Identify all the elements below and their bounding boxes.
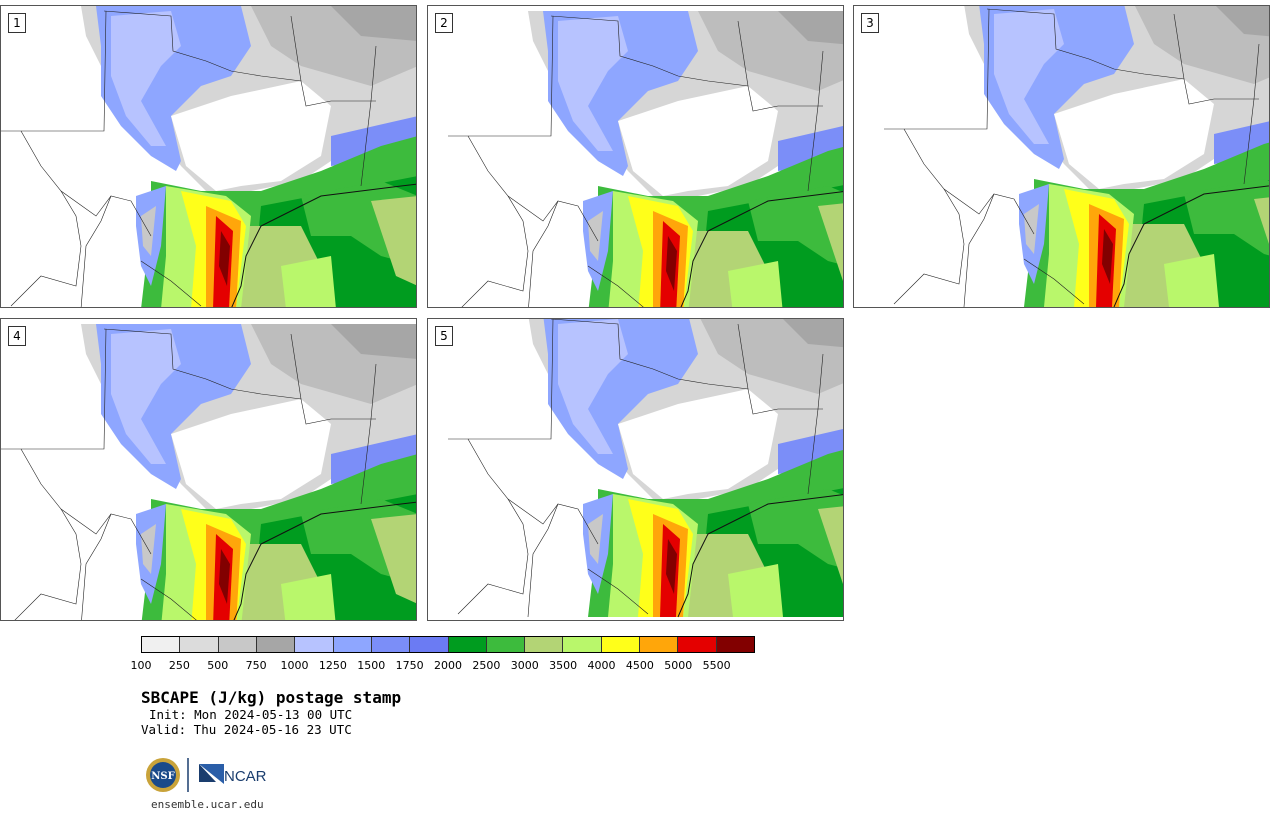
colorbar-tick-label: 3000 [510, 659, 539, 672]
colorbar-swatch [486, 637, 526, 652]
website-url[interactable]: ensemble.ucar.edu [151, 798, 264, 811]
map-panel-2[interactable]: 2 [427, 5, 844, 308]
colorbar-swatch [716, 637, 754, 652]
panel-number: 4 [8, 326, 26, 346]
map-panel-3[interactable]: 3 [853, 5, 1270, 308]
colorbar-swatch [410, 637, 449, 652]
colorbar-tick-label: 5500 [702, 659, 731, 672]
colorbar-swatch [218, 637, 257, 652]
map-panel-4[interactable]: 4 [0, 318, 417, 621]
colorbar [141, 636, 755, 653]
colorbar-tick-label: 750 [245, 659, 267, 672]
logos: NSF NCAR [146, 758, 267, 792]
colorbar-tick-label: 5000 [664, 659, 693, 672]
colorbar-tick-label: 250 [168, 659, 190, 672]
panel-number: 1 [8, 13, 26, 33]
panel-number: 5 [435, 326, 453, 346]
colorbar-swatch [295, 637, 334, 652]
colorbar-swatch [142, 637, 181, 652]
colorbar-tick-label: 1500 [357, 659, 386, 672]
colorbar-tick-label: 2000 [434, 659, 462, 672]
plot-title: SBCAPE (J/kg) postage stamp [141, 688, 402, 707]
colorbar-tick-label: 1250 [318, 659, 347, 672]
colorbar-swatch [640, 637, 679, 652]
map-panel-1[interactable]: 1 [0, 5, 417, 308]
panel-number: 2 [435, 13, 453, 33]
colorbar-swatch [256, 637, 296, 652]
colorbar-swatch [333, 637, 372, 652]
colorbar-tick-label: 2500 [472, 659, 501, 672]
panel-number: 3 [861, 13, 879, 33]
colorbar-swatch [525, 637, 564, 652]
colorbar-swatch [601, 637, 641, 652]
colorbar-tick-label: 4500 [625, 659, 654, 672]
svg-text:NCAR: NCAR [224, 768, 267, 785]
svg-text:NSF: NSF [151, 771, 174, 782]
colorbar-tick-label: 1000 [280, 659, 309, 672]
ncar-logo-icon: NCAR [199, 764, 267, 785]
colorbar-swatch [563, 637, 602, 652]
colorbar-tick-label: 4000 [587, 659, 616, 672]
colorbar-tick-label: 3500 [549, 659, 578, 672]
colorbar-swatch [180, 637, 219, 652]
init-time: Init: Mon 2024-05-13 00 UTC [149, 707, 353, 722]
valid-time: Valid: Thu 2024-05-16 23 UTC [141, 722, 352, 737]
colorbar-swatch [448, 637, 487, 652]
colorbar-tick-label: 500 [207, 659, 229, 672]
colorbar-swatch [678, 637, 717, 652]
colorbar-swatch [371, 637, 411, 652]
nsf-logo-icon: NSF [146, 758, 180, 792]
colorbar-tick-label: 1750 [395, 659, 424, 672]
map-panel-5[interactable]: 5 [427, 318, 844, 621]
colorbar-tick-label: 100 [130, 659, 152, 672]
colorbar-ticks: 100 250 500 750 1000 1250 1500 1750 2000 2500 3000… [131, 659, 755, 673]
